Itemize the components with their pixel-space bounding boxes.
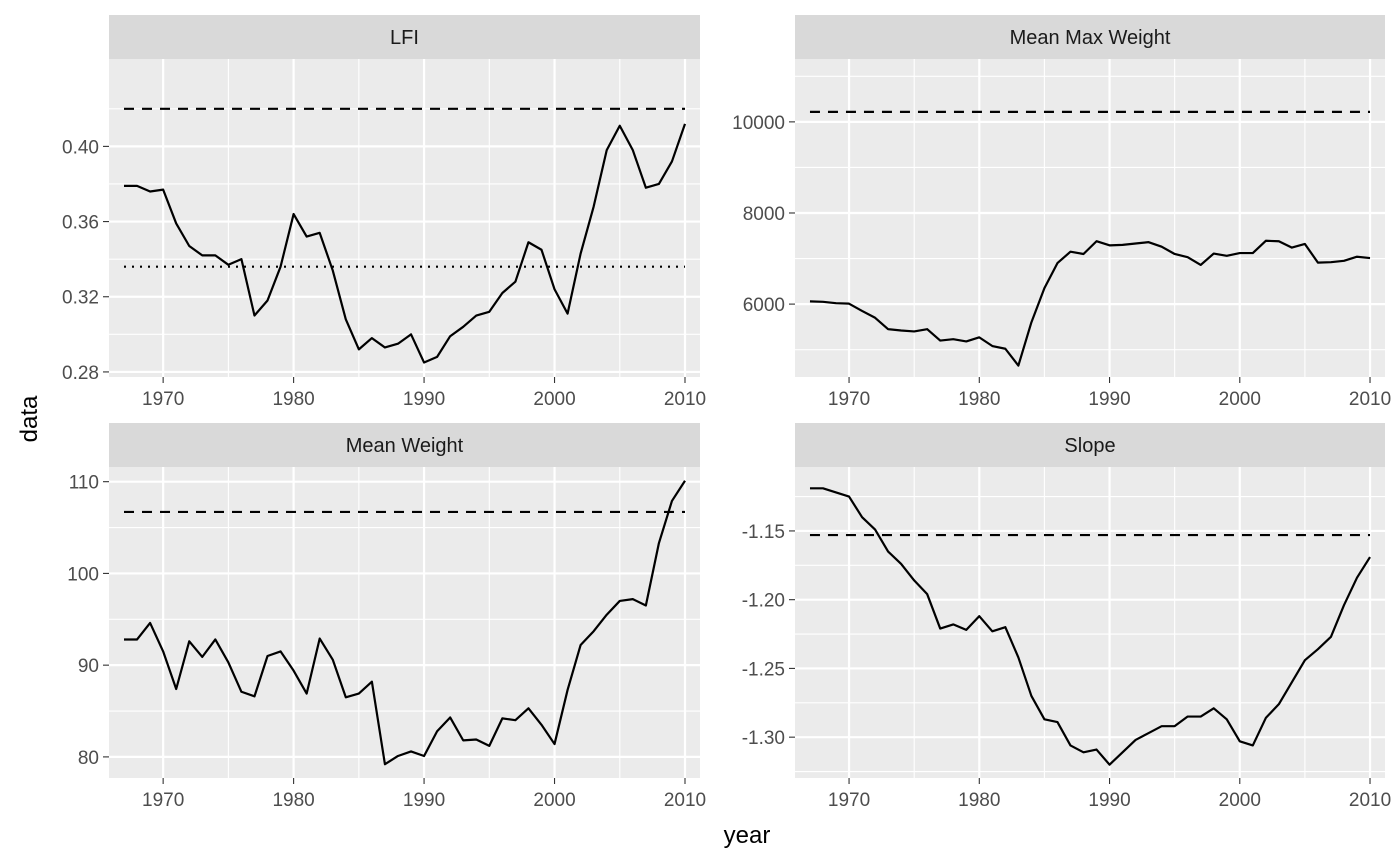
- series-line: [809, 487, 1371, 766]
- x-tick-label: 2010: [1349, 389, 1391, 410]
- series-line: [809, 239, 1371, 367]
- facet-strip-label: Slope: [1064, 435, 1115, 457]
- y-tick-label: 10000: [732, 113, 785, 134]
- facet-2: Mean Max Weight 1970 1980 1990 2000 2010 6000 8…: [732, 15, 1391, 410]
- y-tick-label: 110: [69, 473, 99, 494]
- y-tick-label: 0.28: [62, 363, 99, 384]
- y-axis-title: data: [16, 395, 43, 442]
- x-tick-label: 2010: [664, 389, 706, 410]
- y-tick-label: 8000: [743, 204, 785, 225]
- y-tick-label: -1.30: [742, 728, 785, 749]
- facet-panels: LFI 1970 1980 1990 2000 2010 0.28 0.32 0.36 0.40 M…: [62, 15, 1391, 811]
- series-line: [124, 123, 687, 364]
- x-tick-label: 1990: [1088, 389, 1130, 410]
- x-tick-label: 1980: [272, 790, 314, 811]
- x-tick-label: 1970: [828, 790, 870, 811]
- y-tick-label: 0.32: [62, 288, 99, 309]
- facet-strip: [795, 15, 1385, 59]
- facet-strip: [109, 423, 700, 467]
- x-tick-label: 1980: [958, 790, 1000, 811]
- facet-strip: [795, 423, 1385, 467]
- facet-strip-label: Mean Weight: [346, 435, 464, 457]
- y-tick-label: 80: [78, 748, 99, 769]
- x-tick-label: 1990: [1088, 790, 1130, 811]
- x-axis-title: year: [724, 822, 771, 849]
- facet-3: Mean Weight 1970 1980 1990 2000 2010 80 90 100 11…: [67, 423, 706, 811]
- series-line: [124, 480, 686, 766]
- x-tick-label: 1970: [142, 389, 184, 410]
- y-tick-label: -1.20: [742, 591, 785, 612]
- y-tick-label: -1.15: [742, 522, 785, 543]
- x-tick-label: 1970: [828, 389, 870, 410]
- facet-strip: [109, 15, 700, 59]
- x-tick-label: 2000: [533, 790, 575, 811]
- x-tick-label: 1980: [272, 389, 314, 410]
- facet-1: LFI 1970 1980 1990 2000 2010 0.28 0.32 0.36 0.40: [62, 15, 706, 410]
- x-tick-label: 1990: [403, 790, 445, 811]
- y-tick-label: 100: [67, 564, 99, 585]
- x-tick-label: 1970: [142, 790, 184, 811]
- y-tick-label: 90: [78, 656, 99, 677]
- x-tick-label: 2000: [533, 389, 575, 410]
- panel-background: [109, 59, 700, 377]
- panel-background: [795, 467, 1385, 778]
- panel-background: [795, 59, 1385, 377]
- y-tick-label: 6000: [743, 295, 785, 316]
- x-tick-label: 1980: [958, 389, 1000, 410]
- x-tick-label: 2010: [664, 790, 706, 811]
- facet-4: Slope 1970 1980 1990 2000 2010 -1.30 -1.25 -1.20…: [742, 423, 1391, 811]
- y-tick-label: 0.40: [62, 137, 99, 158]
- x-tick-label: 2000: [1219, 790, 1261, 811]
- panel-background: [109, 467, 700, 778]
- facet-strip-label: Mean Max Weight: [1010, 27, 1171, 49]
- x-tick-label: 2010: [1349, 790, 1391, 811]
- y-tick-label: -1.25: [742, 659, 785, 680]
- x-tick-label: 2000: [1219, 389, 1261, 410]
- y-tick-label: 0.36: [62, 213, 99, 234]
- x-tick-label: 1990: [403, 389, 445, 410]
- facet-strip-label: LFI: [390, 27, 419, 49]
